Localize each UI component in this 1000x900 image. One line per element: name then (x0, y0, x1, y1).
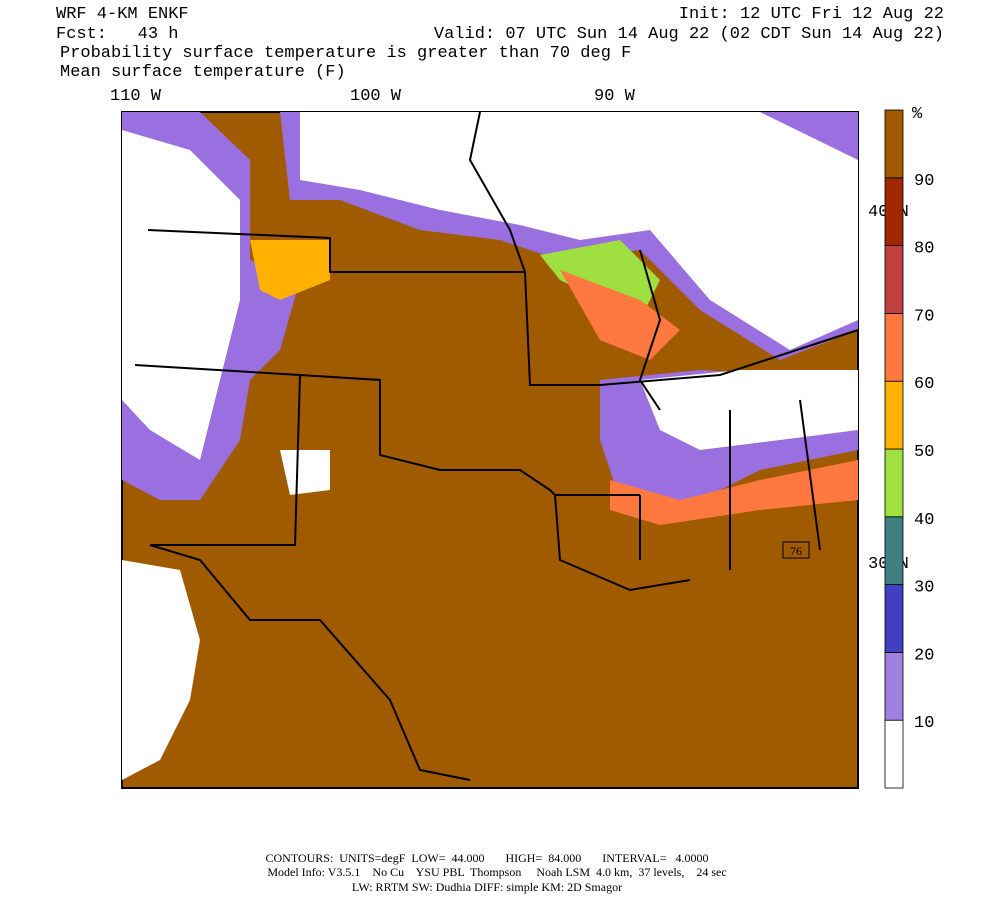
colorbar-segment (884, 177, 904, 247)
field-description: Probability surface temperature is great… (60, 44, 631, 63)
valid-time: Valid: 07 UTC Sun 14 Aug 22 (02 CDT Sun … (434, 25, 944, 44)
colorbar-label: 40 (914, 511, 934, 530)
colorbar-segment (884, 448, 904, 518)
colorbar-unit: % (912, 105, 923, 124)
lon-label: 110 W (110, 87, 162, 106)
colorbar-segment (884, 516, 904, 585)
colorbar-label: 30 (914, 579, 934, 598)
colorbar-label: 20 (914, 646, 934, 665)
colorbar-label: 90 (914, 172, 934, 191)
colorbar-segment (884, 245, 904, 314)
colorbar-segment (884, 652, 904, 721)
colorbar-label: 80 (914, 240, 934, 259)
footer-contours: CONTOURS: UNITS=degF LOW= 44.000 HIGH= 8… (266, 851, 709, 865)
forecast-hour: Fcst: 43 h (56, 25, 178, 44)
colorbar-segment (884, 584, 904, 653)
colorbar-label: 60 (914, 375, 934, 394)
footer-model-info: Model Info: V3.5.1 No Cu YSU PBL Thompso… (267, 865, 726, 879)
title: WRF 4-KM ENKF (56, 5, 189, 24)
route-shield (782, 541, 810, 559)
colorbar-label: 50 (914, 443, 934, 462)
footer-physics: LW: RRTM SW: Dudhia DIFF: simple KM: 2D … (352, 880, 622, 894)
contour-description: Mean surface temperature (F) (60, 63, 346, 82)
colorbar-label: 10 (914, 714, 934, 733)
map: 76 (121, 111, 859, 789)
lon-label: 90 W (594, 87, 636, 106)
colorbar: 10 20 30 40 50 60 70 80 90 (884, 109, 934, 789)
lon-label: 100 W (350, 87, 402, 106)
colorbar-segment (884, 109, 904, 179)
route-number: 76 (790, 544, 802, 558)
colorbar-segment (884, 312, 904, 382)
colorbar-segment (884, 380, 904, 450)
colorbar-segment (884, 719, 904, 789)
colorbar-label: 70 (914, 307, 934, 326)
init-time: Init: 12 UTC Fri 12 Aug 22 (679, 5, 944, 24)
